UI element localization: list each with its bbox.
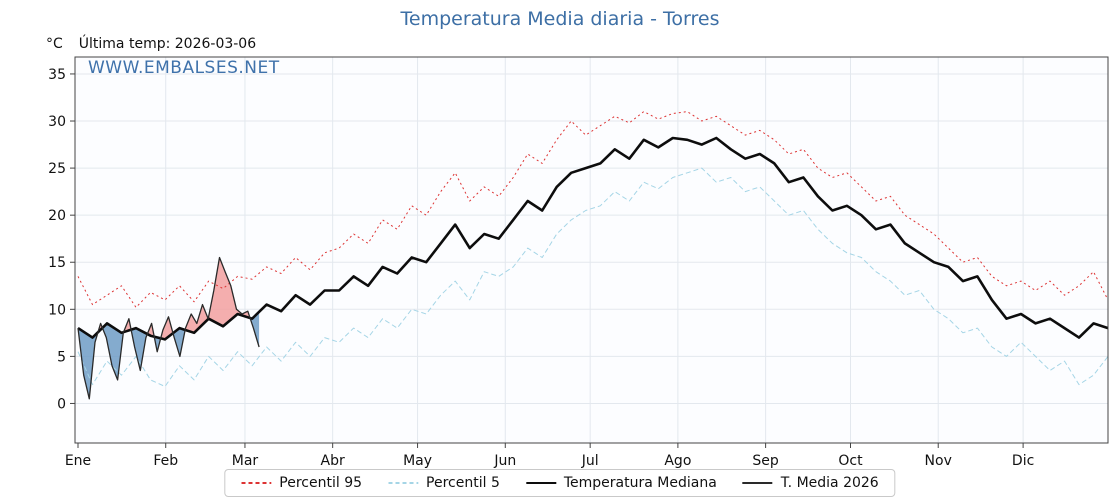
svg-text:35: 35 [48, 67, 66, 83]
legend-item-media-2026: T. Media 2026 [742, 475, 879, 491]
legend-item-mediana: Temperatura Mediana [525, 475, 717, 491]
svg-text:Feb: Feb [153, 453, 178, 469]
svg-text:Jun: Jun [493, 453, 516, 469]
svg-text:Ago: Ago [664, 453, 691, 469]
legend-line-mediana-icon [525, 481, 556, 485]
svg-text:10: 10 [48, 302, 66, 318]
svg-text:Oct: Oct [838, 453, 863, 469]
svg-text:Nov: Nov [925, 453, 952, 469]
svg-text:Ene: Ene [65, 453, 91, 469]
chart-legend: Percentil 95 Percentil 5 Temperatura Med… [224, 469, 896, 497]
svg-text:5: 5 [57, 349, 66, 365]
svg-text:Jul: Jul [581, 453, 599, 469]
svg-text:May: May [403, 453, 432, 469]
svg-text:30: 30 [48, 114, 66, 130]
svg-text:Abr: Abr [321, 453, 345, 469]
legend-label-percentil-95: Percentil 95 [279, 475, 363, 491]
svg-text:Mar: Mar [232, 453, 259, 469]
legend-line-media-2026-icon [742, 482, 773, 484]
legend-item-percentil-95: Percentil 95 [241, 475, 362, 491]
legend-item-percentil-5: Percentil 5 [388, 475, 500, 491]
watermark-text: WWW.EMBALSES.NET [88, 58, 280, 78]
legend-label-mediana: Temperatura Mediana [563, 475, 717, 491]
chart-title: Temperatura Media diaria - Torres [400, 8, 720, 30]
legend-label-media-2026: T. Media 2026 [780, 475, 879, 491]
legend-label-percentil-5: Percentil 5 [426, 475, 500, 491]
last-temp-label: Última temp: 2026-03-06 [78, 36, 257, 52]
svg-text:15: 15 [48, 255, 66, 271]
svg-text:20: 20 [48, 208, 66, 224]
svg-text:Dic: Dic [1012, 453, 1034, 469]
legend-line-percentil-5-icon [388, 482, 419, 484]
legend-line-percentil-95-icon [241, 482, 272, 484]
svg-text:25: 25 [48, 161, 66, 177]
y-axis-unit-label: °C [46, 36, 63, 52]
chart-subheader: °C Última temp: 2026-03-06 [46, 36, 256, 52]
svg-text:0: 0 [57, 396, 66, 412]
svg-text:Sep: Sep [752, 453, 779, 469]
